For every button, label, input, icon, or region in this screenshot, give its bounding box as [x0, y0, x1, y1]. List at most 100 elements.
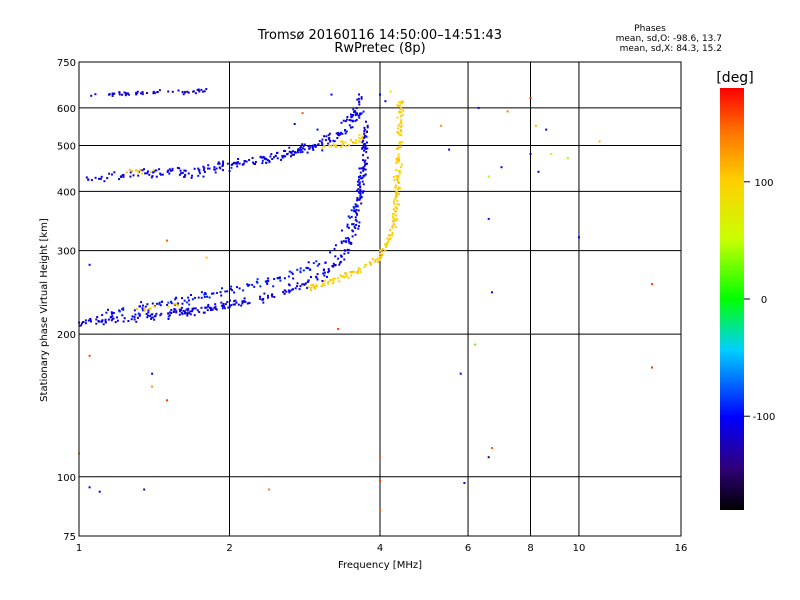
point-901	[399, 126, 402, 129]
point-1015	[400, 124, 403, 127]
point-147	[85, 176, 88, 179]
point-421	[361, 180, 364, 183]
point-9	[328, 137, 331, 139]
point-322	[181, 91, 184, 93]
point-776	[359, 186, 362, 189]
point-17	[352, 114, 354, 116]
point-1061	[143, 307, 146, 310]
point-96	[108, 172, 111, 175]
point-1009	[347, 276, 350, 279]
point-844	[309, 268, 312, 271]
point-334	[167, 90, 170, 93]
point-467	[364, 173, 367, 176]
point-620	[112, 317, 115, 320]
point-929	[397, 170, 400, 172]
point-276	[332, 144, 335, 147]
point-359	[198, 90, 201, 93]
point-1063	[143, 309, 146, 312]
point-879	[363, 265, 366, 268]
point-727	[359, 193, 362, 196]
point-836	[302, 269, 305, 272]
point-804	[216, 292, 218, 294]
point-443	[358, 167, 361, 170]
point-621	[233, 300, 236, 303]
point-835	[188, 303, 191, 306]
point-654	[202, 311, 205, 314]
x-tick-label-1: 2	[226, 543, 232, 554]
point-291	[344, 145, 347, 147]
point-529	[114, 321, 117, 324]
point-57	[218, 162, 221, 165]
point-935	[395, 159, 398, 162]
point-644	[146, 316, 149, 319]
point-953	[400, 115, 402, 118]
point-555	[366, 131, 368, 133]
point-1110	[88, 354, 91, 357]
point-981	[391, 231, 394, 234]
point-960	[385, 243, 388, 246]
point-745	[167, 301, 170, 304]
point-974	[394, 191, 397, 194]
point-375	[221, 307, 224, 310]
point-681	[224, 303, 227, 306]
colorbar-ticks: 100 0 -100	[744, 178, 775, 423]
point-989	[343, 276, 346, 279]
point-238	[219, 167, 222, 170]
point-1033	[357, 269, 359, 272]
point-265	[355, 118, 358, 121]
point-1001	[389, 237, 392, 240]
point-690	[226, 290, 229, 293]
point-694	[347, 226, 350, 229]
point-512	[352, 223, 355, 226]
point-1111	[151, 372, 154, 375]
point-801	[353, 207, 356, 210]
point-967	[338, 280, 341, 283]
point-573	[267, 294, 269, 297]
point-802	[144, 305, 147, 308]
point-1045	[393, 202, 396, 205]
point-795	[272, 285, 275, 288]
point-115	[100, 175, 103, 178]
x-tick-label-6: 16	[675, 543, 688, 554]
point-47	[314, 143, 316, 146]
point-753	[181, 302, 184, 305]
point-524	[354, 216, 357, 219]
point-661	[180, 311, 183, 314]
point-1076	[152, 169, 155, 172]
point-214	[197, 174, 200, 177]
point-180	[280, 158, 282, 161]
x-axis-label: Frequency [MHz]	[338, 560, 422, 571]
point-1039	[402, 109, 405, 112]
point-636	[206, 309, 209, 312]
point-1014	[322, 283, 324, 286]
point-301	[323, 145, 326, 148]
point-828	[146, 303, 149, 306]
point-102	[352, 108, 355, 111]
point-3	[327, 134, 330, 137]
point-861	[392, 216, 395, 219]
point-766	[267, 277, 270, 280]
point-331	[152, 90, 155, 93]
point-175	[198, 169, 201, 171]
point-1047	[400, 141, 403, 143]
point-726	[291, 272, 294, 275]
point-859	[398, 203, 400, 206]
point-585	[241, 300, 244, 303]
point-942	[307, 286, 310, 289]
point-786	[191, 298, 194, 301]
point-1011	[395, 175, 398, 178]
point-253	[312, 145, 315, 148]
point-482	[298, 288, 301, 291]
point-793	[138, 305, 141, 308]
point-19	[168, 172, 171, 175]
point-151	[155, 175, 158, 178]
point-333	[202, 90, 205, 93]
point-741	[183, 299, 186, 302]
point-21	[342, 119, 345, 122]
point-187	[317, 143, 320, 146]
point-1092	[529, 152, 532, 155]
point-430	[153, 318, 156, 321]
point-631	[233, 303, 236, 306]
point-293	[358, 140, 361, 143]
point-1104	[491, 447, 493, 449]
